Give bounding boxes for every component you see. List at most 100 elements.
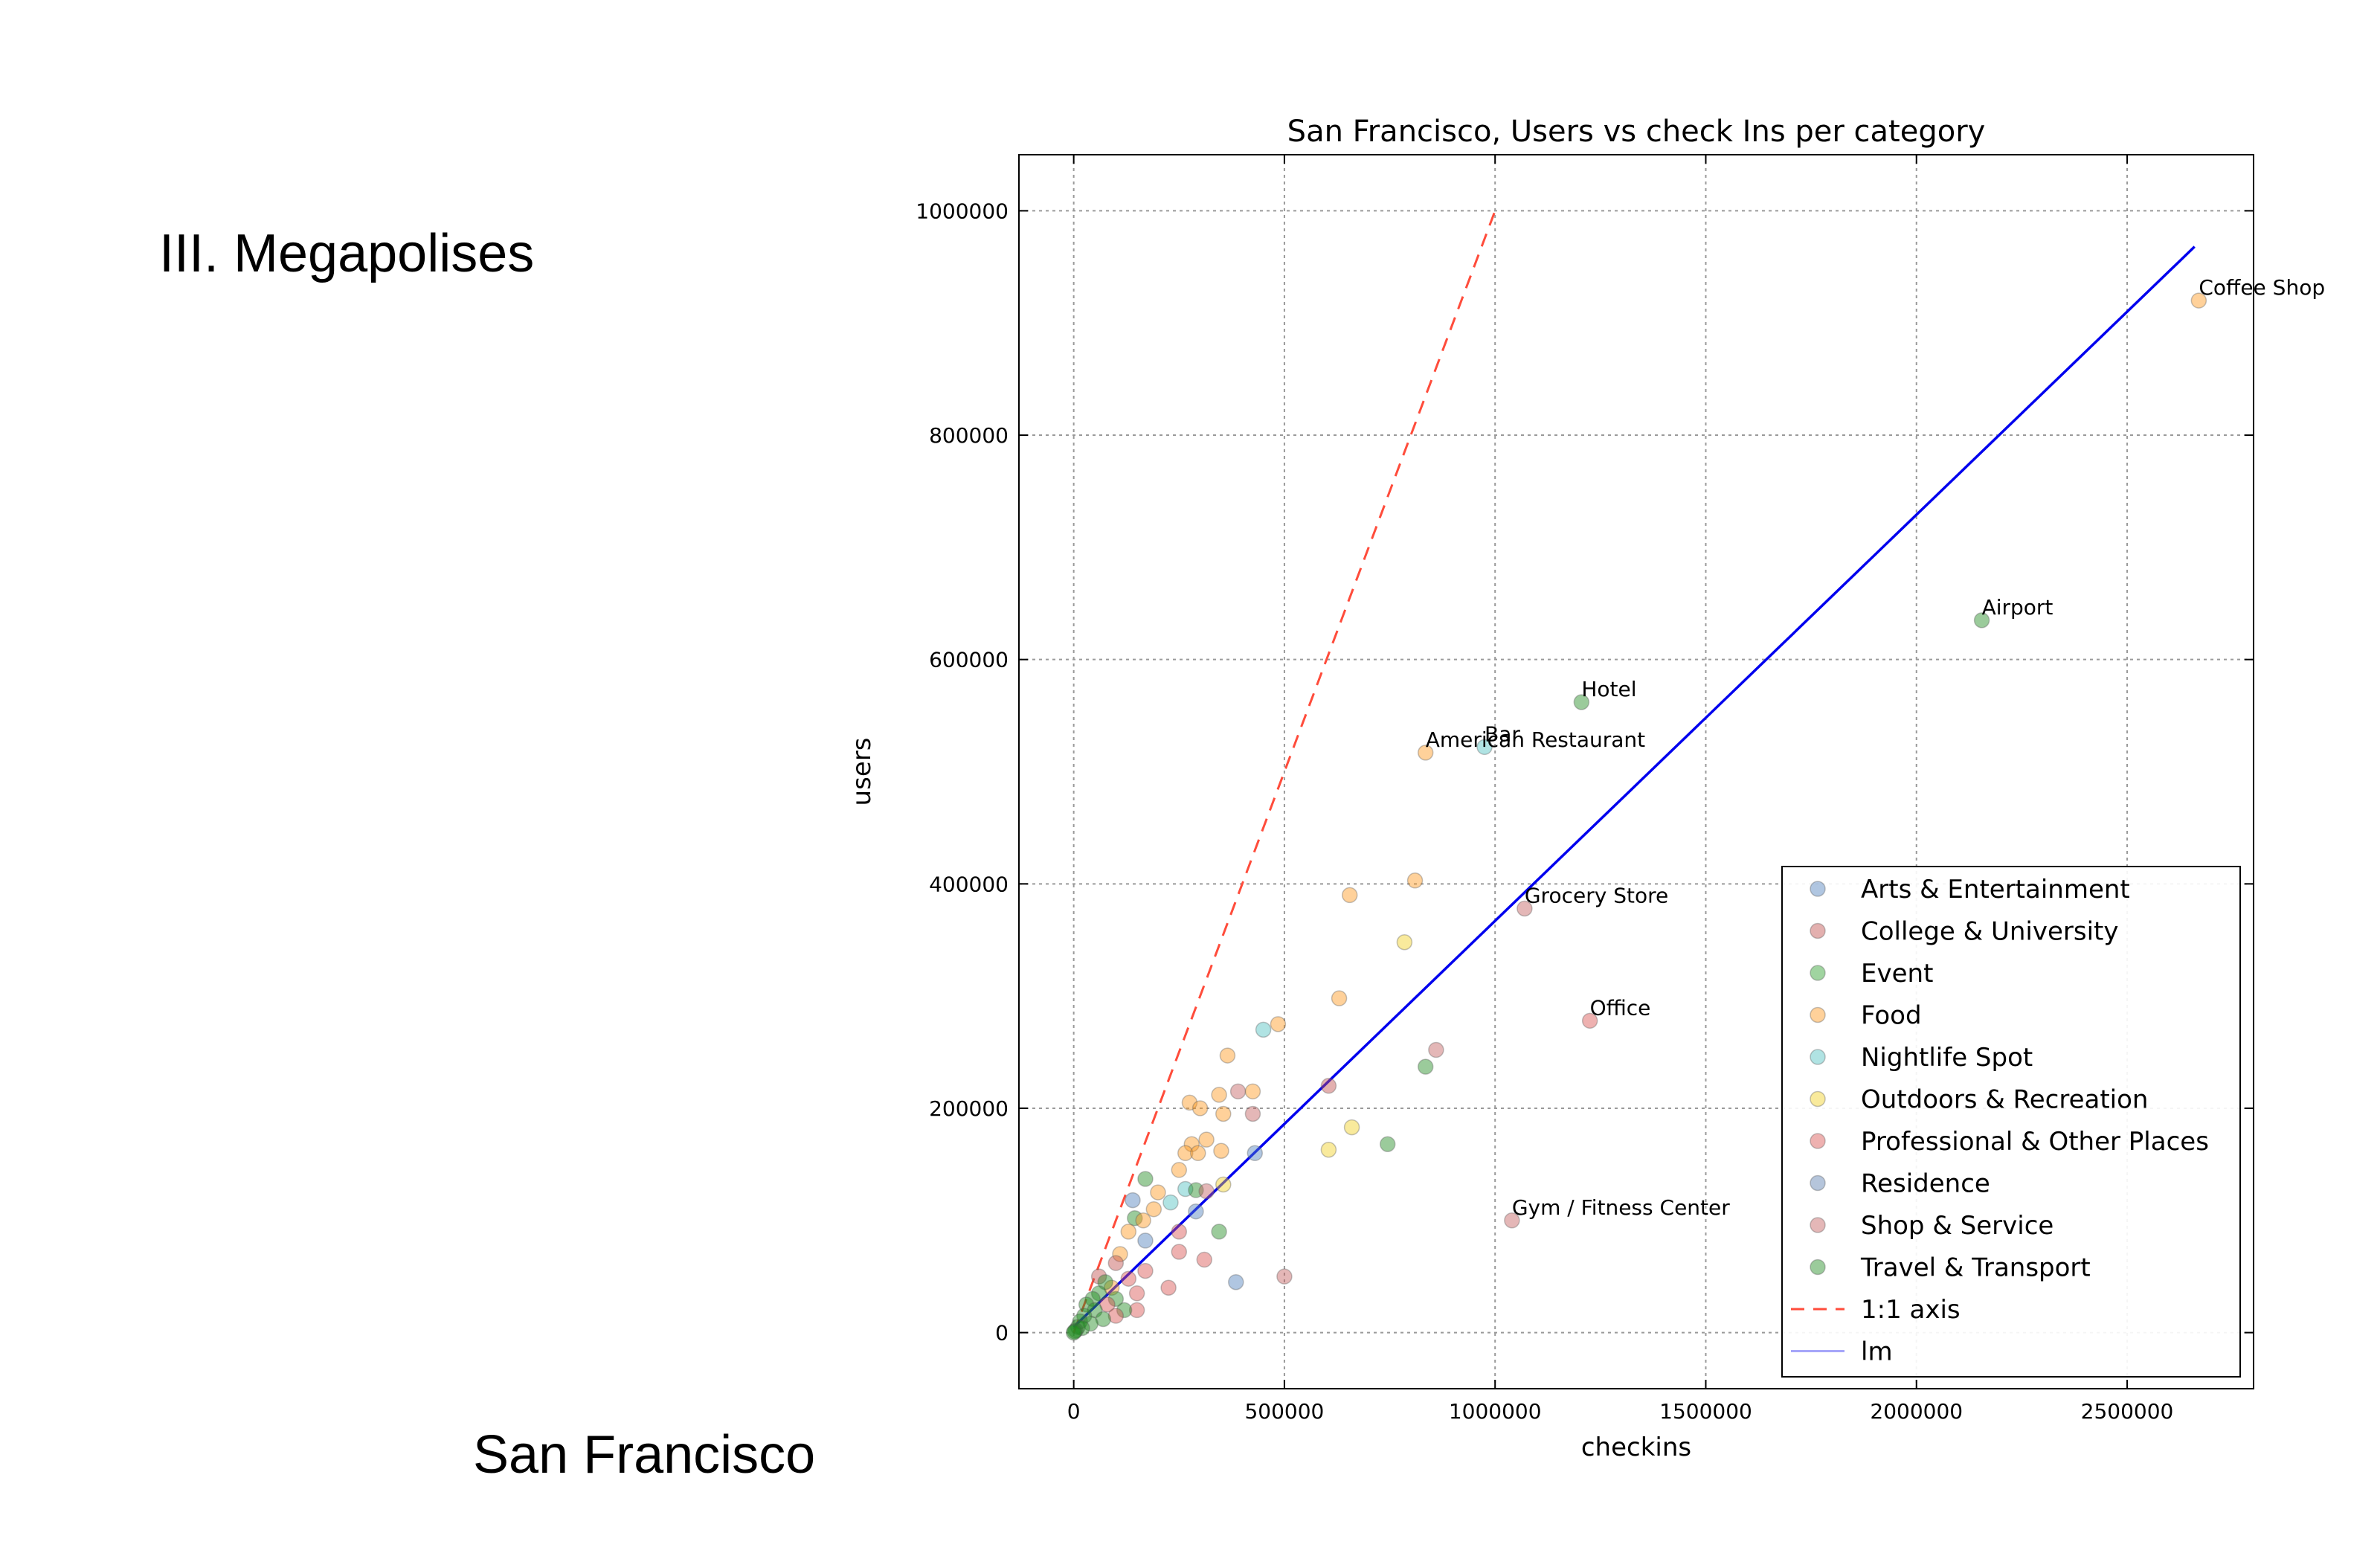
data-point <box>1320 1078 1337 1094</box>
data-point <box>1120 1224 1137 1240</box>
data-point <box>1188 1182 1204 1198</box>
data-point <box>1476 739 1493 756</box>
data-point <box>2190 292 2207 309</box>
data-point <box>1255 1021 1272 1038</box>
data-point <box>1213 1142 1229 1160</box>
x-tick-label: 500000 <box>1244 1399 1324 1424</box>
data-point <box>1198 1131 1215 1148</box>
data-point <box>1320 1142 1337 1158</box>
data-point <box>1084 1291 1101 1308</box>
reference-lines <box>1072 210 2196 1334</box>
data-point <box>1065 1324 1082 1341</box>
regression-line <box>1072 245 2196 1328</box>
legend-label: Nightlife Spot <box>1861 1043 2033 1073</box>
legend-marker <box>1810 965 1826 981</box>
y-tick-label: 200000 <box>929 1096 1009 1121</box>
data-point <box>1116 1302 1133 1319</box>
data-point <box>1160 1279 1177 1296</box>
data-point <box>1973 612 1990 629</box>
point-annotation: Airport <box>1982 595 2053 620</box>
data-point <box>1406 872 1424 889</box>
data-point <box>1127 1210 1143 1227</box>
data-point <box>1120 1270 1137 1287</box>
data-point <box>1247 1145 1264 1162</box>
data-point <box>1228 1273 1244 1291</box>
data-point <box>1137 1171 1154 1187</box>
data-point <box>1244 1105 1261 1122</box>
data-point <box>1070 1319 1087 1335</box>
data-point <box>1196 1251 1213 1268</box>
point-annotation: American Restaurant <box>1426 727 1645 752</box>
data-point <box>1219 1047 1236 1064</box>
data-point <box>1076 1308 1093 1324</box>
x-tick-label: 1500000 <box>1659 1399 1752 1424</box>
data-point <box>1072 1313 1088 1330</box>
data-point <box>1095 1311 1112 1328</box>
data-point <box>1107 1291 1125 1308</box>
legend-marker <box>1810 1259 1826 1276</box>
data-point <box>1090 1268 1107 1285</box>
data-point <box>1190 1145 1206 1162</box>
data-point <box>1581 1012 1598 1029</box>
legend-marker <box>1810 1217 1826 1233</box>
data-point <box>1396 933 1413 951</box>
data-point <box>1379 1136 1396 1152</box>
data-point <box>1244 1083 1261 1100</box>
data-point <box>1229 1083 1247 1100</box>
data-point <box>1177 1180 1194 1198</box>
legend-label: College & University <box>1861 917 2119 947</box>
data-point <box>1211 1224 1227 1240</box>
slide-caption: San Francisco <box>473 1425 816 1485</box>
x-tick-label: 0 <box>1067 1399 1081 1424</box>
data-point <box>1270 1016 1287 1032</box>
data-point <box>1517 900 1533 917</box>
data-point <box>1082 1315 1099 1332</box>
data-point <box>1177 1145 1194 1162</box>
data-point <box>1128 1302 1145 1319</box>
legend-label: Professional & Other Places <box>1861 1127 2209 1157</box>
data-point <box>1103 1279 1120 1296</box>
point-annotation: Office <box>1590 995 1651 1020</box>
legend-label: lm <box>1861 1337 1893 1367</box>
data-points <box>1065 292 2207 1341</box>
slide-heading: III. Megapolises <box>159 224 535 283</box>
data-point <box>1198 1183 1215 1200</box>
legend-marker <box>1810 1174 1826 1192</box>
x-tick-label: 2000000 <box>1870 1399 1963 1424</box>
data-point <box>1417 1058 1434 1075</box>
data-point <box>1188 1203 1204 1220</box>
legend-marker <box>1810 1006 1826 1023</box>
data-point <box>1112 1246 1128 1262</box>
data-point <box>1067 1322 1084 1339</box>
legend-marker <box>1810 1090 1826 1108</box>
data-point <box>1191 1100 1209 1116</box>
legend-label: Event <box>1861 959 1933 989</box>
legend-label: Shop & Service <box>1861 1211 2053 1241</box>
legend-label: Travel & Transport <box>1860 1253 2091 1283</box>
data-point <box>1215 1176 1232 1193</box>
data-point <box>1145 1201 1162 1218</box>
data-point <box>1171 1162 1188 1178</box>
data-point <box>1573 694 1590 710</box>
data-point <box>1074 1320 1090 1337</box>
point-annotation: Grocery Store <box>1525 883 1668 907</box>
legend-label: Residence <box>1861 1169 1990 1199</box>
grid-lines <box>1019 155 2254 1389</box>
legend-marker <box>1810 1133 1826 1149</box>
legend-box <box>1781 866 2241 1378</box>
legend-label: Arts & Entertainment <box>1861 875 2130 904</box>
y-tick-label: 600000 <box>929 648 1009 672</box>
data-point <box>1171 1244 1188 1260</box>
y-tick-label: 1000000 <box>916 199 1009 223</box>
data-point <box>1211 1087 1227 1103</box>
data-point <box>1331 990 1348 1006</box>
data-point <box>1162 1194 1179 1211</box>
y-tick-label: 800000 <box>929 423 1009 448</box>
data-point <box>1137 1262 1154 1279</box>
data-point <box>1128 1285 1145 1302</box>
data-point <box>1417 745 1434 761</box>
data-point <box>1341 887 1358 904</box>
data-point <box>1504 1212 1520 1229</box>
